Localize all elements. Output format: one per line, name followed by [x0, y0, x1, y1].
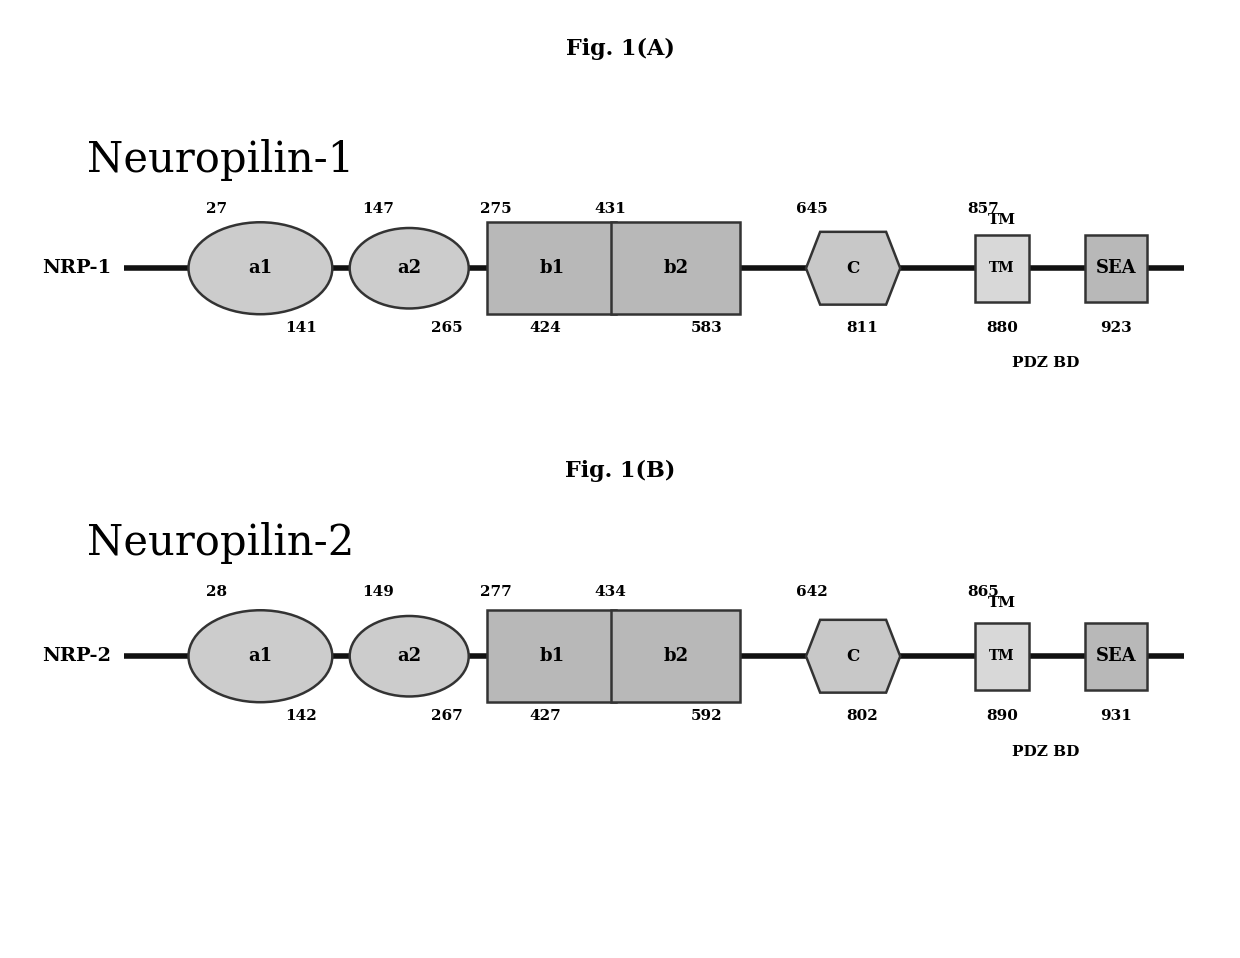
Text: 141: 141: [285, 321, 317, 335]
Ellipse shape: [350, 616, 469, 696]
Text: PDZ BD: PDZ BD: [1012, 356, 1079, 371]
Bar: [975, 623, 1029, 690]
Text: b1: b1: [539, 648, 564, 665]
Bar: [611, 610, 740, 702]
Bar: [611, 222, 740, 314]
Text: 923: 923: [1100, 321, 1132, 335]
Text: C: C: [847, 260, 859, 277]
Text: 431: 431: [594, 201, 626, 216]
Text: TM: TM: [990, 650, 1014, 663]
Text: 267: 267: [430, 709, 463, 723]
Text: 275: 275: [480, 201, 512, 216]
Text: 27: 27: [206, 201, 228, 216]
Text: 427: 427: [529, 709, 562, 723]
Text: NRP-1: NRP-1: [42, 260, 112, 277]
Text: 277: 277: [480, 584, 512, 599]
Bar: [975, 235, 1029, 302]
Text: 890: 890: [986, 709, 1018, 723]
Ellipse shape: [188, 610, 332, 702]
Text: 931: 931: [1100, 709, 1132, 723]
Text: 645: 645: [796, 201, 828, 216]
Text: 28: 28: [206, 584, 228, 599]
Text: SEA: SEA: [1096, 260, 1136, 277]
Text: a1: a1: [248, 260, 273, 277]
Text: PDZ BD: PDZ BD: [1012, 745, 1079, 760]
Text: C: C: [847, 648, 859, 665]
Text: 811: 811: [846, 321, 878, 335]
Text: TM: TM: [990, 262, 1014, 275]
Text: 583: 583: [691, 321, 723, 335]
Polygon shape: [806, 620, 900, 693]
Ellipse shape: [350, 228, 469, 308]
Text: 865: 865: [967, 584, 999, 599]
Text: TM: TM: [988, 596, 1016, 610]
Text: 802: 802: [846, 709, 878, 723]
Text: 142: 142: [285, 709, 317, 723]
Text: a2: a2: [397, 260, 422, 277]
Text: b2: b2: [663, 648, 688, 665]
Bar: [1085, 235, 1147, 302]
Text: 880: 880: [986, 321, 1018, 335]
Bar: [487, 610, 616, 702]
Text: 149: 149: [362, 584, 394, 599]
Text: 592: 592: [691, 709, 723, 723]
Text: Fig. 1(A): Fig. 1(A): [565, 38, 675, 60]
Text: a2: a2: [397, 648, 422, 665]
Text: a1: a1: [248, 648, 273, 665]
Text: TM: TM: [988, 213, 1016, 227]
Text: 642: 642: [796, 584, 828, 599]
Bar: [487, 222, 616, 314]
Text: Neuropilin-2: Neuropilin-2: [87, 522, 355, 564]
Polygon shape: [806, 232, 900, 305]
Text: NRP-2: NRP-2: [42, 648, 112, 665]
Text: 434: 434: [594, 584, 626, 599]
Ellipse shape: [188, 222, 332, 314]
Bar: [1085, 623, 1147, 690]
Text: 857: 857: [967, 201, 999, 216]
Text: 147: 147: [362, 201, 394, 216]
Text: Fig. 1(B): Fig. 1(B): [564, 460, 676, 482]
Text: SEA: SEA: [1096, 648, 1136, 665]
Text: 424: 424: [529, 321, 562, 335]
Text: b2: b2: [663, 260, 688, 277]
Text: 265: 265: [430, 321, 463, 335]
Text: b1: b1: [539, 260, 564, 277]
Text: Neuropilin-1: Neuropilin-1: [87, 139, 353, 181]
